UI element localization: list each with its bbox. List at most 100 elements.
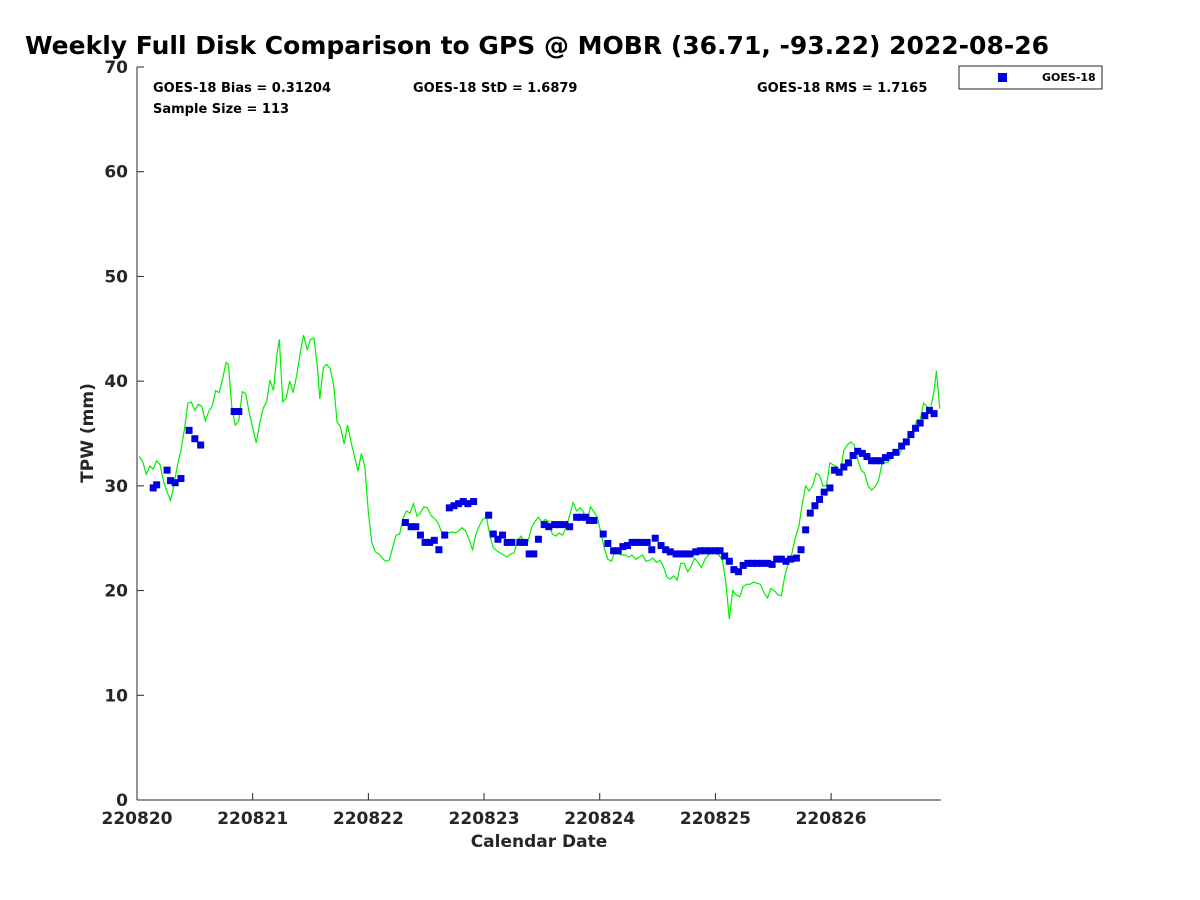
sample-size-stat: Sample Size = 113	[153, 102, 289, 117]
data-point-goes-18	[844, 459, 852, 467]
y-axis-ticks: 0 10 20 30 40 50 60 70	[104, 58, 144, 811]
data-point-goes-18	[925, 406, 933, 414]
data-point-goes-18	[711, 547, 719, 555]
data-point-goes-18	[677, 550, 685, 558]
x-tick-label: 220823	[449, 809, 520, 829]
data-point-goes-18	[816, 495, 824, 503]
data-point-goes-18	[725, 557, 733, 565]
data-point-goes-18	[185, 426, 193, 434]
y-tick-label: 10	[104, 686, 128, 706]
data-point-goes-18	[792, 554, 800, 562]
data-point-goes-18	[555, 521, 563, 529]
data-point-goes-18	[868, 457, 876, 465]
data-point-goes-18	[534, 535, 542, 543]
data-point-goes-18	[435, 546, 443, 554]
data-point-goes-18	[489, 530, 497, 538]
data-point-goes-18	[604, 539, 612, 547]
data-point-goes-18	[692, 548, 700, 556]
data-point-goes-18	[521, 538, 529, 546]
y-axis-label: TPW (mm)	[78, 383, 98, 483]
x-tick-label: 220825	[680, 809, 751, 829]
y-tick-label: 50	[104, 267, 128, 287]
legend-box	[958, 65, 1103, 90]
data-point-goes-18	[464, 500, 472, 508]
data-point-goes-18	[426, 538, 434, 546]
data-point-goes-18	[637, 538, 645, 546]
x-tick-label: 220821	[217, 809, 288, 829]
data-point-goes-18	[681, 550, 689, 558]
y-tick-label: 20	[104, 582, 128, 602]
data-point-goes-18	[153, 481, 161, 489]
data-point-goes-18	[735, 568, 743, 576]
data-point-goes-18	[191, 435, 199, 443]
data-point-goes-18	[849, 451, 857, 459]
data-point-goes-18	[898, 442, 906, 450]
data-point-goes-18	[614, 547, 622, 555]
data-point-goes-18	[450, 502, 458, 510]
data-point-goes-18	[235, 408, 243, 416]
data-point-goes-18	[777, 555, 785, 563]
data-point-goes-18	[610, 547, 618, 555]
data-point-goes-18	[566, 523, 574, 531]
data-point-goes-18	[540, 521, 548, 529]
legend-marker-goes-18	[998, 73, 1007, 82]
data-point-goes-18	[171, 479, 179, 487]
data-point-goes-18	[666, 548, 674, 556]
data-point-goes-18	[773, 555, 781, 563]
data-point-goes-18	[633, 538, 641, 546]
data-point-goes-18	[421, 538, 429, 546]
data-point-goes-18	[696, 547, 704, 555]
data-point-goes-18	[787, 555, 795, 563]
data-point-goes-18	[863, 453, 871, 461]
data-point-goes-18	[886, 451, 894, 459]
data-point-goes-18	[662, 546, 670, 554]
data-point-goes-18	[763, 559, 771, 567]
std-stat: GOES-18 StD = 1.6879	[413, 81, 577, 96]
data-point-goes-18	[599, 530, 607, 538]
data-point-goes-18	[753, 559, 761, 567]
data-point-goes-18	[730, 566, 738, 574]
data-point-goes-18	[797, 546, 805, 554]
x-tick-label: 220820	[102, 809, 173, 829]
data-point-goes-18	[619, 543, 627, 551]
series-layer	[138, 334, 941, 619]
data-point-goes-18	[561, 521, 569, 529]
data-point-goes-18	[721, 552, 729, 560]
data-point-goes-18	[831, 466, 839, 474]
data-point-goes-18	[623, 542, 631, 550]
data-point-goes-18	[230, 408, 238, 416]
data-point-goes-18	[163, 466, 171, 474]
data-point-goes-18	[811, 502, 819, 510]
data-point-goes-18	[628, 538, 636, 546]
data-point-goes-18	[651, 534, 659, 542]
data-point-goes-18	[826, 484, 834, 492]
data-point-goes-18	[499, 531, 507, 539]
data-point-goes-18	[686, 550, 694, 558]
x-tick-label: 220822	[333, 809, 404, 829]
data-point-goes-18	[503, 538, 511, 546]
data-point-goes-18	[881, 454, 889, 462]
data-point-goes-18	[701, 547, 709, 555]
data-point-goes-18	[835, 468, 843, 476]
data-point-goes-18	[657, 542, 665, 550]
data-point-goes-18	[455, 500, 463, 508]
data-point-goes-18	[430, 536, 438, 544]
data-point-goes-18	[525, 550, 533, 558]
x-tick-label: 220824	[564, 809, 635, 829]
chart-title: Weekly Full Disk Comparison to GPS @ MOB…	[25, 31, 1049, 60]
bias-stat: GOES-18 Bias = 0.31204	[153, 81, 331, 96]
data-point-goes-18	[892, 448, 900, 456]
data-point-goes-18	[573, 513, 581, 521]
data-point-goes-18	[806, 509, 814, 517]
data-point-goes-18	[902, 438, 910, 446]
data-point-goes-18	[459, 498, 467, 506]
data-point-goes-18	[577, 513, 585, 521]
data-point-goes-18	[530, 550, 538, 558]
y-tick-label: 70	[104, 58, 128, 78]
data-point-goes-18	[508, 538, 516, 546]
x-tick-label: 220826	[796, 809, 867, 829]
data-point-goes-18	[441, 531, 449, 539]
data-point-goes-18	[643, 538, 651, 546]
x-axis-label: Calendar Date	[471, 832, 608, 852]
